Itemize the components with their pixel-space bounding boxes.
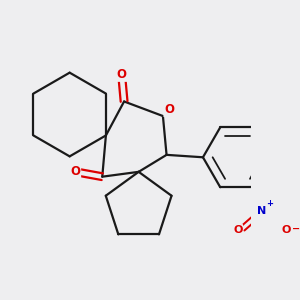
Text: O: O	[164, 103, 174, 116]
Text: O: O	[117, 68, 127, 81]
Text: N: N	[257, 206, 267, 217]
Text: O: O	[70, 165, 81, 178]
Text: −: −	[292, 224, 300, 233]
Text: +: +	[266, 199, 274, 208]
Text: O: O	[233, 225, 242, 235]
Text: O: O	[282, 225, 291, 235]
